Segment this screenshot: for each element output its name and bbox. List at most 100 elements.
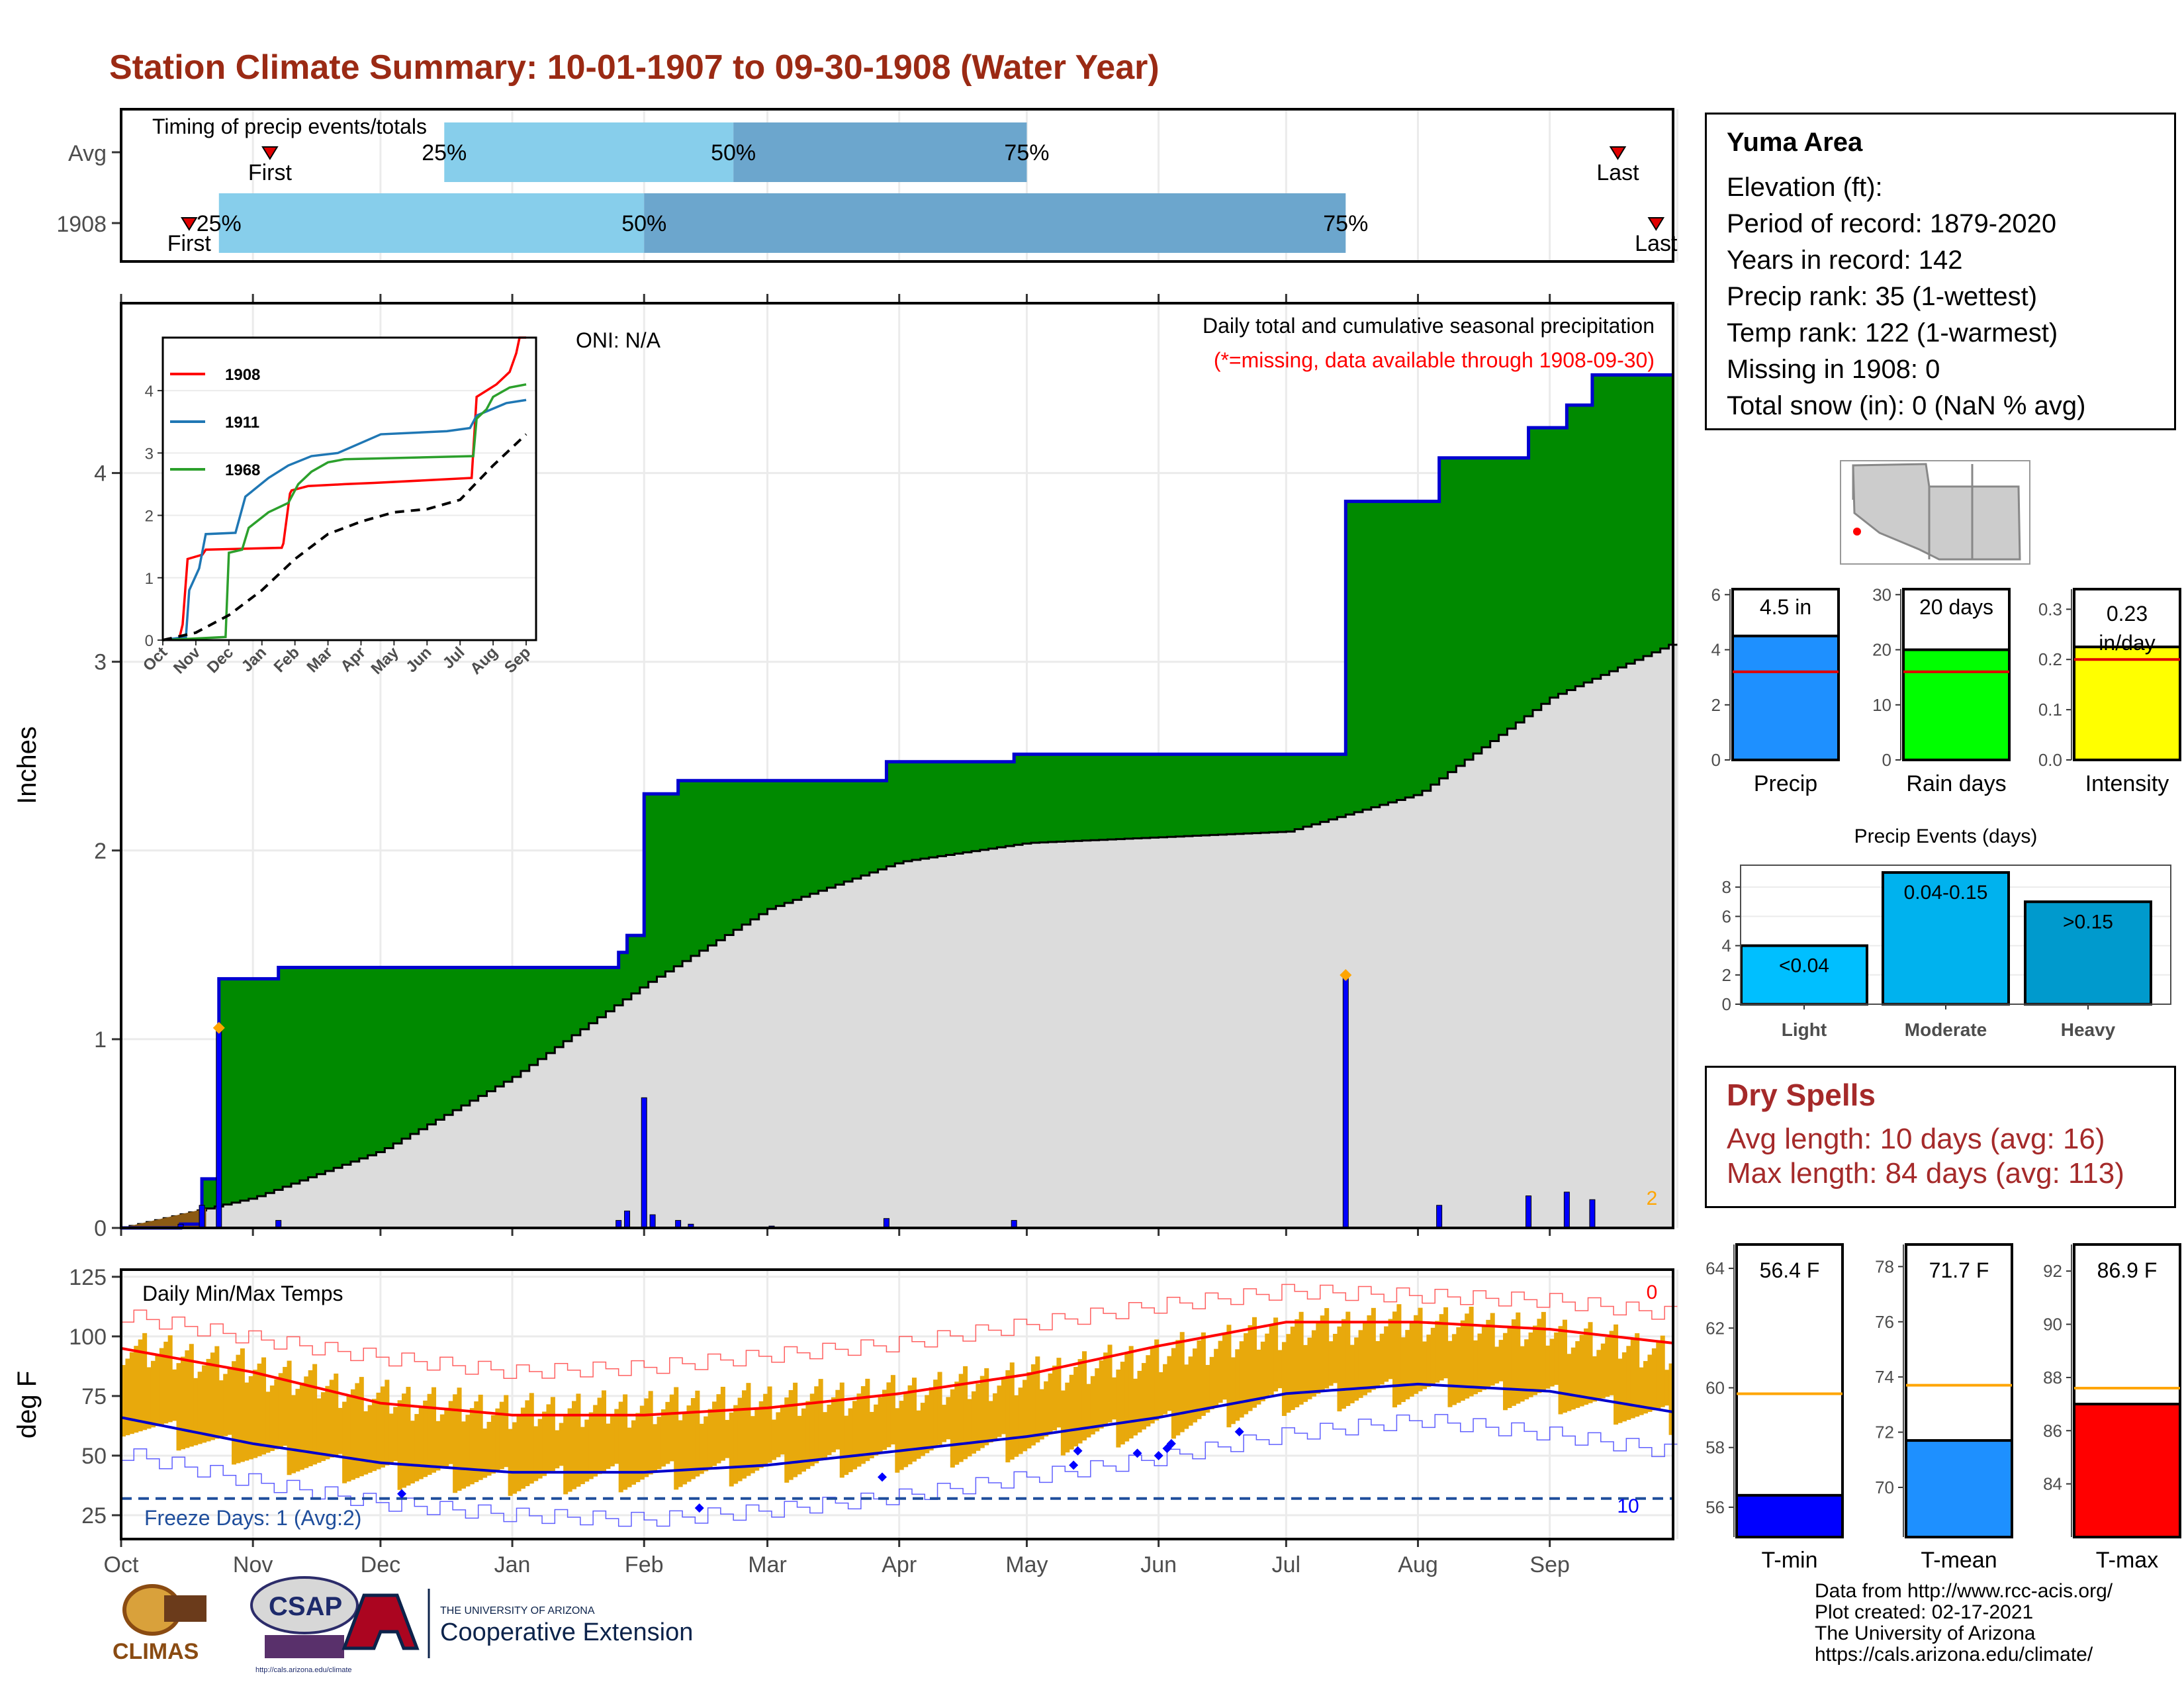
daily-temp-bar xyxy=(1656,1342,1661,1409)
daily-temp-bar xyxy=(1588,1322,1593,1403)
daily-temp-bar xyxy=(1320,1315,1325,1391)
daily-temp-bar xyxy=(167,1335,173,1423)
daily-temp-bar xyxy=(639,1405,645,1480)
daily-temp-bar xyxy=(1337,1326,1342,1412)
daily-precip-bar xyxy=(1589,1199,1596,1229)
daily-temp-bar xyxy=(1256,1349,1261,1405)
daily-temp-bar xyxy=(150,1360,156,1428)
climas-emblem-block xyxy=(164,1595,206,1622)
missing-line: Missing in 1908: 0 xyxy=(1727,355,1940,384)
daily-temp-bar xyxy=(1549,1338,1555,1387)
daily-temp-bar xyxy=(1146,1355,1151,1427)
precip-frame xyxy=(120,302,1674,1229)
daily-temp-bar xyxy=(572,1401,577,1489)
daily-temp-bar xyxy=(1430,1327,1435,1385)
timing-p25-label: 25% xyxy=(422,140,467,165)
inset-y-tick-label: 1 xyxy=(145,570,154,588)
daily-temp-bar xyxy=(1414,1315,1419,1394)
daily-temp-bar xyxy=(563,1415,569,1495)
temp-x-tick-label: Jul xyxy=(1272,1552,1300,1577)
daily-temp-bar xyxy=(627,1427,632,1487)
daily-temp-bar xyxy=(180,1356,185,1450)
dry-spells-max: Max length: 84 days (avg: 113) xyxy=(1727,1157,2124,1190)
tempbar-y-tick-label: 88 xyxy=(2043,1368,2062,1387)
daily-temp-bar xyxy=(159,1348,164,1425)
daily-temp-bar xyxy=(495,1408,500,1472)
daily-temp-bar xyxy=(1511,1319,1516,1406)
csap-url: http://cals.arizona.edu/climate xyxy=(255,1666,352,1674)
ua-block-a xyxy=(341,1593,420,1650)
daily-temp-bar xyxy=(1150,1347,1155,1424)
ua-logo: THE UNIVERSITY OF ARIZONA Cooperative Ex… xyxy=(341,1589,693,1658)
summary-y-tick-label: 0.1 xyxy=(2038,700,2062,720)
timing-row-label: Avg xyxy=(68,141,107,166)
tempbar-y-tick-label: 90 xyxy=(2043,1315,2062,1335)
daily-precip-bar xyxy=(624,1210,631,1229)
daily-temp-bar xyxy=(287,1360,292,1476)
tempbar-y-tick-label: 84 xyxy=(2043,1474,2062,1494)
daily-temp-bar xyxy=(316,1398,322,1463)
inset-series-line xyxy=(162,336,527,641)
daily-temp-bar xyxy=(776,1412,781,1458)
daily-temp-bar xyxy=(210,1352,215,1440)
daily-temp-bar xyxy=(856,1393,862,1467)
precip-y-tick-label: 0 xyxy=(94,1216,107,1241)
daily-temp-bar xyxy=(1524,1339,1529,1400)
inset-y-tick-label: 0 xyxy=(145,632,154,650)
daily-temp-bar xyxy=(274,1379,279,1450)
daily-temp-bar xyxy=(1664,1370,1670,1406)
tempbar-y-tick-label: 64 xyxy=(1706,1258,1725,1278)
timing-last-marker xyxy=(1647,217,1665,231)
temp-x-tick-label: Apr xyxy=(882,1552,917,1577)
daily-temp-bar xyxy=(1230,1357,1236,1425)
daily-temp-bar xyxy=(1358,1330,1363,1398)
precip-y-tick-label: 4 xyxy=(94,461,107,487)
inset-y-tick-label: 4 xyxy=(145,383,154,400)
daily-temp-bar xyxy=(567,1408,572,1492)
daily-temp-bar xyxy=(542,1411,547,1476)
csap-cloud xyxy=(250,1576,359,1634)
daily-temp-bar xyxy=(899,1401,904,1470)
daily-temp-bar xyxy=(631,1420,636,1485)
daily-temp-bar xyxy=(1328,1341,1334,1386)
daily-temp-bar xyxy=(1392,1311,1397,1408)
tempbar-y-tick-label: 56 xyxy=(1706,1497,1725,1517)
daily-temp-bar xyxy=(801,1408,806,1472)
daily-temp-bar xyxy=(1367,1315,1372,1393)
daily-temp-bar xyxy=(1060,1390,1066,1456)
normal-min-line xyxy=(120,1382,1674,1474)
daily-temp-bar xyxy=(1120,1362,1125,1445)
daily-temp-bar xyxy=(911,1378,917,1462)
daily-temp-bar xyxy=(1248,1325,1253,1411)
station-name: Yuma Area xyxy=(1727,128,1863,157)
daily-temp-bar xyxy=(1273,1317,1279,1392)
summary-y-tick-label: 0.0 xyxy=(2038,750,2062,770)
daily-temp-bar xyxy=(474,1401,479,1483)
daily-temp-bar xyxy=(937,1372,942,1445)
daily-temp-bar xyxy=(1167,1356,1172,1411)
temp-x-tick-label: Mar xyxy=(748,1552,787,1577)
daily-temp-bar xyxy=(1647,1354,1653,1412)
daily-temp-bar xyxy=(1030,1364,1036,1446)
daily-temp-bar xyxy=(704,1416,709,1472)
events-y-tick-label: 2 xyxy=(1722,965,1731,985)
daily-temp-bar xyxy=(823,1412,828,1458)
daily-temp-bar xyxy=(325,1385,330,1460)
daily-temp-bar xyxy=(304,1376,309,1468)
daily-temp-bar xyxy=(946,1397,951,1440)
inset-legend-label: 1968 xyxy=(225,461,260,479)
daily-temp-bar xyxy=(1205,1364,1210,1413)
daily-temp-bar xyxy=(444,1407,449,1466)
daily-temp-bar xyxy=(984,1368,989,1446)
daily-temp-bar xyxy=(653,1424,658,1472)
daily-temp-bar xyxy=(788,1389,794,1480)
daily-temp-bar xyxy=(1400,1337,1406,1402)
record-low-marker xyxy=(1132,1448,1142,1458)
daily-temp-bar xyxy=(402,1393,407,1488)
daily-temp-bar xyxy=(1465,1313,1470,1399)
daily-temp-bar xyxy=(1128,1346,1134,1439)
timing-first-label: First xyxy=(167,231,212,256)
timing-p50-label: 50% xyxy=(621,211,666,236)
daily-temp-bar xyxy=(674,1387,679,1490)
timing-bar-q2 xyxy=(733,122,1027,182)
